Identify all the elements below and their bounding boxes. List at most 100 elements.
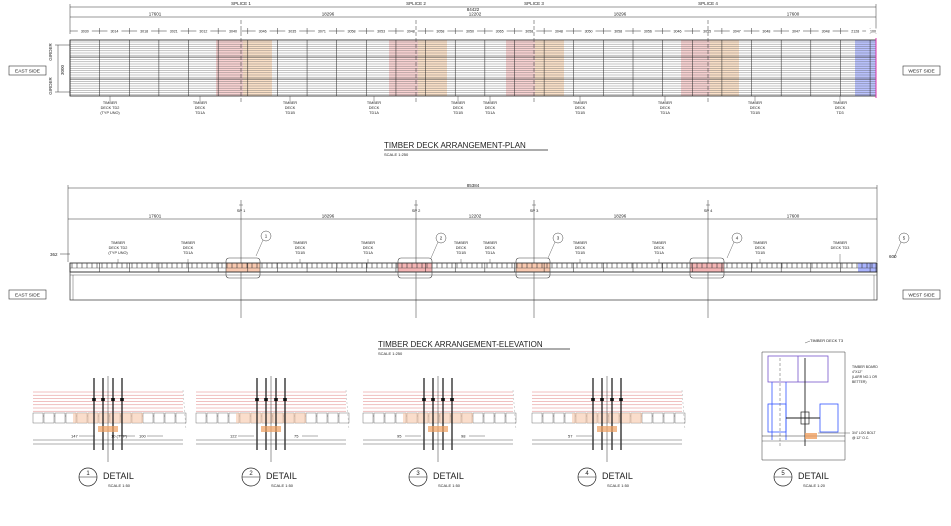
plan-segment-dim: 12202 [469,12,482,17]
girder-label: GIRDER [48,43,53,61]
detail-title: DETAIL [266,471,297,481]
plan-deck-label: TIMBER [748,101,763,105]
elev-deck-label: TD1B [295,251,305,255]
details-row: 147 10 (TYP) 100 1 DETAIL SCALE 1:50 122 75 2 DET… [32,376,686,488]
elev-deck-label: DECK [654,246,665,250]
elev-segment-dim: 18296 [614,214,627,219]
detail-5-note: BETTER) [852,380,867,384]
plan-segment-dim: 17601 [149,12,162,17]
detail-scale: SCALE 1:50 [108,483,131,488]
plan-splice-label: SPLICE 2 [406,1,426,6]
plan-deck-label: TD1A [485,111,495,115]
plan-deck-label: DECK [660,106,671,110]
plan-deck-label: TIMBER [283,101,298,105]
detail-5-note: TIMBER BOARD [852,365,878,369]
plan-deck-label: DECK TD2 [101,106,120,110]
plan-deck-label: DECK [453,106,464,110]
elev-deck-label: TIMBER [361,241,376,245]
detail-number: 1 [86,471,90,477]
plan-spacing-dim: 3053 [377,30,385,34]
elevation-title: TIMBER DECK ARRANGEMENT-ELEVATION [378,340,543,349]
detail-5-note: @ 12" O.C. [852,436,869,440]
plan-spacing-dim: 3035 [288,30,296,34]
detail-dim: 75 [294,434,299,439]
plan-deck-label: TD1B [453,111,463,115]
elev-deck-label: TIMBER [111,241,126,245]
detail-callout-bubble: 1 [265,234,268,239]
elev-deck-label: (TYP UNO) [108,251,128,255]
detail-4: 57 4 DETAIL SCALE 1:50 [531,376,686,488]
elev-deck-label: TD1B [456,251,466,255]
elev-deck-label: TD1B [575,251,585,255]
plan-spacing-dim: 3048 [822,30,830,34]
plan-spacing-dim: 3048 [407,30,415,34]
plan-spacing-dim: 3046 [673,30,681,34]
elev-deck-label: TIMBER [573,241,588,245]
plan-deck-label: TD1A [660,111,670,115]
elev-segment-dim: 17601 [149,214,162,219]
detail-scale: SCALE 1:50 [271,483,294,488]
elev-splice-label: SP 2 [412,208,421,213]
detail-5-note: 4"X12" [852,370,863,374]
detail-scale: SCALE 1:50 [607,483,630,488]
plan-splice-label: SPLICE 3 [524,1,544,6]
elev-deck-label: TIMBER [454,241,469,245]
plan-spacing-dim: 3055 [703,30,711,34]
detail-dim: 98 [461,434,466,439]
elev-deck-label: DECK [755,246,766,250]
plan-deck-label: TIMBER [483,101,498,105]
plan-deck-label: TD1B [750,111,760,115]
plan-spacing-dim: 3058 [614,30,622,34]
east-side-label: EAST SIDE [15,69,40,75]
plan-deck-label: DECK [369,106,380,110]
detail-dim: 122 [230,434,237,439]
plan-spacing-dim: 3047 [792,30,800,34]
elev-left-dim: 362 [50,252,58,257]
plan-spacing-dim: 3071 [318,30,326,34]
elev-splice-label: SP 1 [237,208,246,213]
elev-deck-label: DECK TD3 [831,246,850,250]
plan-deck-label: TIMBER [573,101,588,105]
elev-deck-label: TIMBER [181,241,196,245]
plan-spacing-dim: 3048 [555,30,563,34]
elevation-view: 85384 17601 18296 12202 18296 17600 SP 1… [8,183,941,356]
plan-spacing-dim: 3040 [229,30,237,34]
elev-west-side-label: WEST SIDE [908,293,934,299]
plan-deck-label: TIMBER [367,101,382,105]
detail-3: 95 98 3 DETAIL SCALE 1:50 [362,376,517,488]
plan-spacing-dim: 3018 [140,30,148,34]
detail-scale: SCALE 1:50 [438,483,461,488]
elev-splice-label: SP 4 [704,208,713,213]
detail-dim: 57 [568,434,573,439]
plan-spacing-dim: 3058 [348,30,356,34]
plan-spacing-dim: 3056 [644,30,652,34]
elev-segment-dim: 18296 [322,214,335,219]
detail-title: DETAIL [433,471,464,481]
plan-deck-label: DECK [485,106,496,110]
plan-segment-dim: 18296 [614,12,627,17]
elev-right-dim: 600 [889,254,897,259]
elev-deck-label: TD1A [183,251,193,255]
detail-1: 147 10 (TYP) 100 1 DETAIL SCALE 1:50 [32,376,187,488]
plan-deck-label: DECK [750,106,761,110]
elev-east-side-label: EAST SIDE [15,293,40,299]
plan-deck-label: TD3 [836,111,843,115]
plan-spacing-dim: 3050 [585,30,593,34]
elevation-scale: SCALE 1:250 [378,351,403,356]
girder-dim: 3000 [60,64,65,75]
plan-spacing-dim: 100 [870,30,876,34]
plan-spacing-dim: 3014 [110,30,118,34]
plan-deck-label: DECK [195,106,206,110]
plan-deck-label: TIMBER [103,101,118,105]
detail-callout-bubble: 3 [557,236,560,241]
plan-deck-label: TD1A [369,111,379,115]
detail-title: DETAIL [602,471,633,481]
detail-5-number: 5 [781,471,785,477]
west-side-label: WEST SIDE [908,69,934,75]
detail-callout-bubble: 2 [440,236,443,241]
plan-spacing-dim: 3058 [525,30,533,34]
elev-deck-label: DECK [295,246,306,250]
plan-splice-label: SPLICE 4 [698,1,718,6]
detail-number: 4 [585,471,589,477]
